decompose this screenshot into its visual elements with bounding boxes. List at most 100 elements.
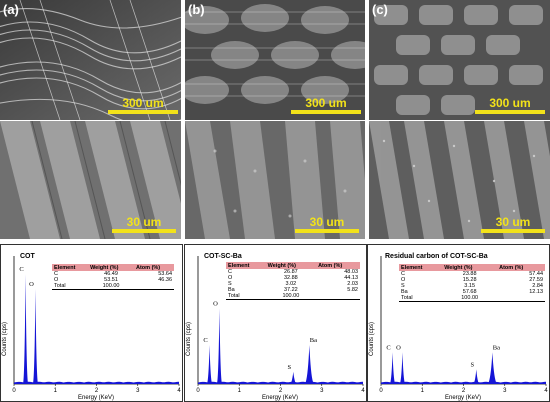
- scale-text-b-low: 300 um: [305, 96, 347, 110]
- x-tick-label: 3: [503, 388, 507, 394]
- table-header-row: Element Weight (%) Atom (%): [226, 262, 360, 269]
- eds-ylabel-cot: Counts (cps): [2, 321, 8, 356]
- table-row: C 23.88 57.44: [399, 271, 545, 277]
- scale-text-a-low: 300 um: [122, 96, 164, 110]
- table-cell: Ba: [228, 287, 235, 293]
- x-tick-label: 3: [136, 388, 140, 394]
- table-header-row: Element Weight (%) Atom (%): [399, 264, 545, 271]
- table-cell: 57.68: [462, 289, 477, 295]
- scale-text-c-high: 30 um: [495, 215, 531, 229]
- peak-label-c: C: [203, 337, 207, 344]
- peak-label-c: C: [386, 344, 390, 351]
- table-row: Ba 37.22 5.82: [226, 287, 360, 293]
- scale-bar-b-low: 300 um: [291, 96, 361, 114]
- eds-table-cot-sc-ba: Element Weight (%) Atom (%) C 26.87 48.03 O 32.…: [226, 262, 360, 300]
- peak-label-s: S: [287, 364, 291, 371]
- spectrum-baseline: [14, 381, 179, 384]
- x-tick-label: 4: [544, 388, 548, 394]
- sem-texture-b-high: [185, 121, 365, 239]
- spectrum-peak-o: [32, 288, 39, 384]
- x-tick-label: 2: [95, 388, 99, 394]
- table-cell: 23.88: [462, 271, 477, 277]
- table-header-cell: Element: [52, 264, 89, 271]
- scale-text-b-high: 30 um: [309, 215, 345, 229]
- eds-table-residual: Element Weight (%) Atom (%) C 23.88 57.44 O 15.…: [399, 264, 545, 302]
- table-cell: 57.44: [529, 271, 543, 277]
- table-cell: S: [228, 281, 232, 287]
- scale-line-a-high: [112, 229, 176, 233]
- eds-title-residual: Residual carbon of COT-SC-Ba: [385, 253, 488, 260]
- table-cell: Total: [52, 283, 89, 290]
- x-tick-label: 4: [177, 388, 181, 394]
- x-tick-label: 3: [320, 388, 324, 394]
- eds-table-cot: Element Weight (%) Atom (%) C 46.49 53.64 O 53.…: [52, 264, 174, 290]
- x-tick-label: 2: [279, 388, 283, 394]
- sem-texture-a-low: [0, 0, 181, 120]
- peak-label-s: S: [470, 361, 474, 368]
- scale-bar-b-high: 30 um: [295, 215, 359, 233]
- eds-panel-residual: Residual carbon of COT-SC-Ba 0 1 2 3 4 C O S Ba …: [367, 244, 550, 402]
- table-cell: 100.00: [265, 293, 317, 300]
- table-header-cell: Weight (%): [88, 264, 134, 271]
- table-cell: [497, 295, 545, 302]
- eds-chart-residual: 0 1 2 3 4 C O S Ba: [367, 244, 550, 402]
- panel-label-a: (a): [3, 2, 19, 17]
- spectrum-peak-c: [389, 352, 396, 384]
- peak-label-ba: Ba: [493, 344, 500, 351]
- table-cell: 15.28: [462, 277, 477, 283]
- sem-texture-a-high: [0, 121, 181, 239]
- eds-title-cot-sc-ba: COT-SC-Ba: [204, 253, 242, 260]
- table-row: Total 100.00: [52, 283, 174, 290]
- panel-label-c: (c): [372, 2, 388, 17]
- eds-panel-cot-sc-ba: COT-SC-Ba 0 1 2 3 4 C O S Ba Element Weight (%) At…: [184, 244, 367, 402]
- table-row: C 26.87 48.03: [226, 269, 360, 275]
- table-row: O 53.51 46.36: [52, 277, 174, 283]
- table-row: O 32.88 44.13: [226, 275, 360, 281]
- table-cell: 26.87: [283, 269, 298, 275]
- table-cell: O: [228, 275, 233, 281]
- table-row: S 3.02 2.03: [226, 281, 360, 287]
- table-header-cell: Atom (%): [497, 264, 545, 271]
- x-tick-label: 2: [462, 388, 466, 394]
- table-cell: 44.13: [344, 275, 358, 281]
- spectrum-peak-s: [473, 369, 479, 384]
- table-cell: 3.15: [464, 283, 476, 289]
- table-header-cell: Atom (%): [134, 264, 174, 271]
- sem-texture-b-low: [185, 0, 365, 120]
- eds-ylabel-cot-sc-ba: Counts (cps): [186, 321, 192, 356]
- table-cell: 12.13: [529, 289, 543, 295]
- table-cell: 32.88: [283, 275, 298, 281]
- spectrum-baseline: [381, 381, 546, 384]
- peak-label-o: O: [29, 281, 34, 288]
- table-cell: O: [54, 277, 59, 283]
- table-cell: 2.84: [532, 283, 543, 289]
- sem-panel-a-high: 30 um: [0, 121, 181, 239]
- eds-ylabel-residual: Counts (cps): [369, 321, 375, 356]
- table-cell: 48.03: [344, 269, 358, 275]
- table-header-cell: Atom (%): [316, 262, 360, 269]
- table-cell: [134, 283, 174, 290]
- sem-panel-b-low: (b) 300 um: [185, 0, 365, 120]
- scale-bar-a-high: 30 um: [112, 215, 176, 233]
- table-cell: 53.64: [158, 271, 172, 277]
- spectrum-peak-c: [206, 344, 213, 384]
- table-row: O 15.28 27.59: [399, 277, 545, 283]
- table-header-cell: Element: [226, 262, 266, 269]
- x-tick-label: 1: [54, 388, 58, 394]
- scale-line-b-low: [291, 110, 361, 114]
- sem-texture-c-low: [369, 0, 550, 120]
- x-tick-label: 0: [379, 388, 383, 394]
- scale-line-a-low: [108, 110, 178, 114]
- table-cell: Total: [399, 295, 443, 302]
- spectrum-baseline: [198, 381, 363, 384]
- sem-panel-a-low: (a) 300 um: [0, 0, 181, 120]
- scale-line-c-high: [481, 229, 545, 233]
- table-row: Total 100.00: [226, 293, 360, 300]
- eds-xlabel-cot: Energy (KeV): [78, 395, 115, 401]
- table-cell: C: [54, 271, 58, 277]
- table-cell: 46.49: [104, 271, 118, 277]
- spectrum-peak-ba: [304, 344, 314, 384]
- table-cell: 5.82: [347, 287, 358, 293]
- table-cell: O: [401, 277, 406, 283]
- x-tick-label: 1: [421, 388, 425, 394]
